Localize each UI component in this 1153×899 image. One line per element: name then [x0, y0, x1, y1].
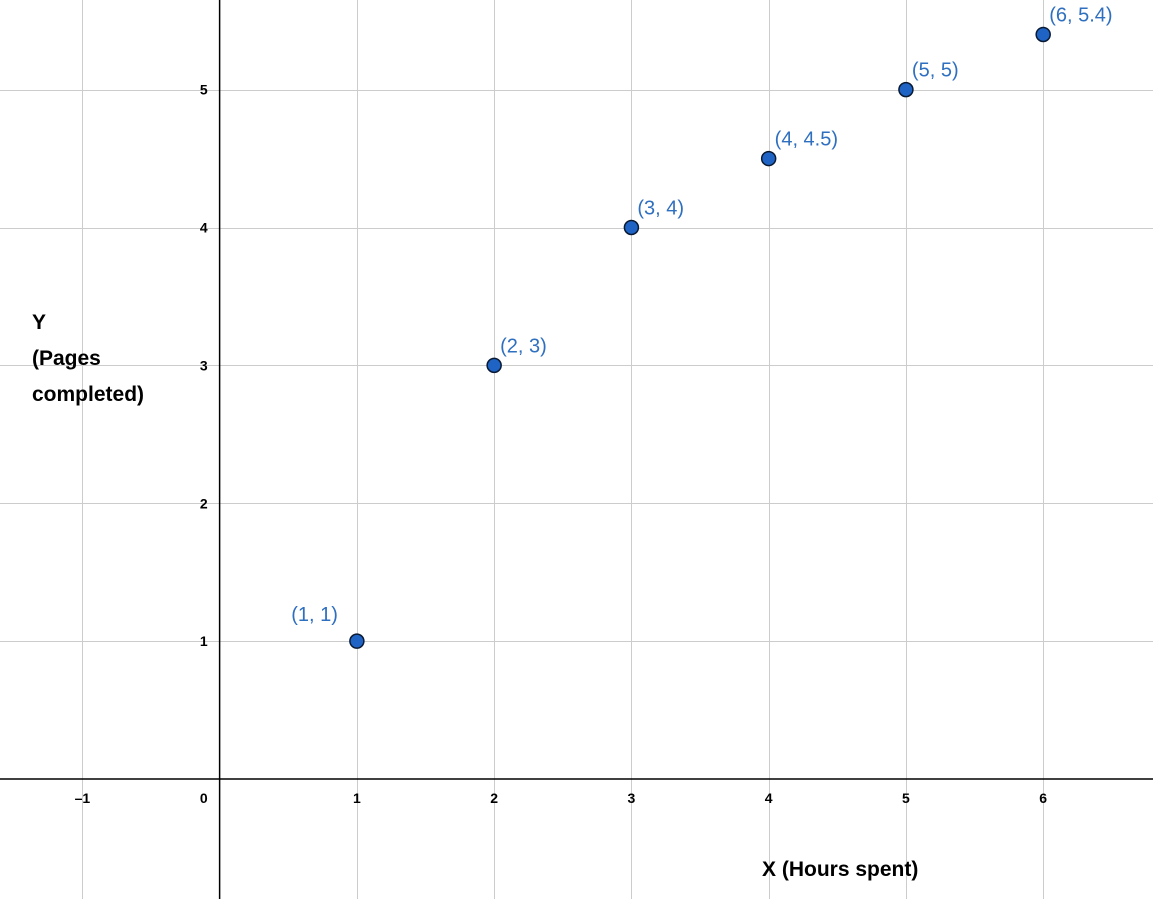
data-points [349, 26, 1051, 649]
x-tick-label: 3 [628, 790, 636, 806]
data-point [760, 150, 777, 167]
y-tick-label: 4 [200, 220, 208, 236]
y-tick-label: 5 [200, 82, 208, 98]
data-point-label: (6, 5.4) [1049, 4, 1112, 26]
x-axis-label: X (Hours spent) [762, 858, 919, 881]
tick-labels: –1 1 2 3 4 5 6 0 1 2 3 4 5 [75, 82, 1048, 806]
data-point-label: (4, 4.5) [775, 129, 838, 151]
data-point-label: (1, 1) [291, 604, 338, 626]
y-axis-label-line-2: (Pages [32, 347, 101, 370]
data-point [486, 357, 502, 374]
data-point [1035, 26, 1051, 43]
y-tick-label: 3 [200, 357, 208, 373]
origin-label: 0 [200, 790, 208, 806]
y-tick-label: 2 [200, 495, 208, 511]
data-point [623, 219, 640, 236]
x-tick-label: 2 [490, 790, 498, 806]
x-tick-label: 6 [1039, 790, 1047, 806]
data-point [898, 81, 914, 98]
y-axis-label-line-3: completed) [32, 383, 145, 406]
data-point-label: (5, 5) [912, 60, 959, 82]
x-tick-label: –1 [75, 790, 91, 806]
data-point-label: (3, 4) [637, 198, 684, 220]
x-tick-label: 1 [353, 790, 361, 806]
data-point [349, 633, 365, 649]
y-tick-label: 1 [200, 633, 208, 649]
point-labels: (1, 1) (2, 3) (3, 4) (4, 4.5) (5, 5) (6, 5.4) [291, 4, 1112, 626]
x-tick-label: 4 [765, 790, 773, 806]
y-axis-label-line-1: Y [32, 311, 47, 334]
data-point-label: (2, 3) [500, 335, 547, 357]
y-axis-label: Y (Pages completed) [32, 305, 144, 413]
x-tick-label: 5 [902, 790, 910, 806]
